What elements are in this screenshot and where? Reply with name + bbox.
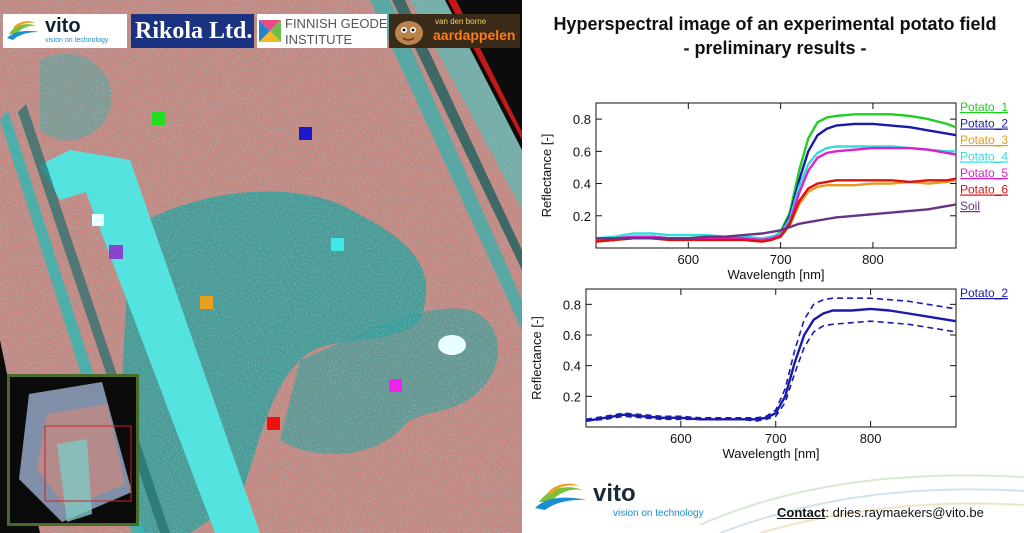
x-tick-label: 700 (765, 431, 787, 446)
sample-marker-potato-2 (299, 127, 312, 140)
contact-email[interactable]: : dries.raymaekers@vito.be (825, 505, 984, 520)
decorative-swoosh (700, 474, 1024, 533)
x-tick-label: 700 (770, 252, 792, 267)
title-line-1: Hyperspectral image of an experimental p… (553, 14, 997, 34)
legend-entry: Potato_2 (960, 286, 1008, 300)
sample-marker-potato-5 (389, 379, 402, 392)
sample-marker-potato-6 (267, 417, 280, 430)
vito-tagline-footer: vision on technology (613, 508, 704, 519)
contact-label: Contact (777, 505, 826, 520)
contact-line: Contact: dries.raymaekers@vito.be (777, 505, 984, 520)
legend-entry: Potato_4 (960, 150, 1008, 164)
legend-entry: Potato_5 (960, 166, 1008, 180)
x-tick-label: 600 (677, 252, 699, 267)
legend-entry: Potato_3 (960, 133, 1008, 147)
plot-frame (595, 102, 957, 249)
y-axis-label: Reflectance [-] (539, 134, 554, 218)
x-axis-label: Wavelength [nm] (727, 267, 824, 282)
y-tick-label: 0.8 (563, 297, 581, 312)
legend-entry: Potato_1 (960, 100, 1008, 114)
series-line-potato_2 (585, 307, 957, 423)
sample-marker-soil (109, 245, 123, 259)
legend-entry: Potato_6 (960, 183, 1008, 197)
series-line-bound (585, 320, 957, 422)
sample-marker-potato-3 (200, 296, 213, 309)
sample-marker-potato-4 (331, 238, 344, 251)
y-tick-label: 0.2 (563, 389, 581, 404)
x-tick-label: 600 (670, 431, 692, 446)
series-line-potato_6 (595, 177, 957, 243)
y-tick-label: 0.4 (573, 177, 591, 192)
title-line-2: - preliminary results - (683, 38, 867, 58)
vito-tagline: vision on technology (45, 37, 109, 44)
x-axis-label: Wavelength [nm] (722, 446, 819, 461)
series-line-bound (585, 297, 957, 421)
overview-inset (7, 374, 139, 526)
plot-frame (585, 288, 957, 428)
y-tick-label: 0.2 (573, 209, 591, 224)
y-tick-label: 0.8 (573, 112, 591, 127)
vito-wordmark-footer: vito (593, 480, 636, 507)
vito-logo-small: vito vision on technology (3, 14, 127, 48)
rikola-logo: Rikola Ltd. (131, 14, 254, 48)
vito-logo-icon (535, 483, 587, 510)
series-line-soil (596, 203, 957, 240)
aardappelen-logo: van den borne aardappelen (389, 14, 520, 48)
legend-entry: Potato_2 (960, 117, 1008, 131)
x-tick-label: 800 (862, 252, 884, 267)
chart-reflectance-all: 600 700 800 0.2 0.4 0.6 0.8 Wavelength [nm] Refl… (539, 100, 1008, 282)
y-tick-label: 0.4 (563, 359, 581, 374)
sample-marker-potato-1 (152, 112, 165, 125)
chart-reflectance-potato2: 600 700 800 0.2 0.4 0.6 0.8 Wavelength [nm] Refl… (530, 286, 1008, 461)
hyperspectral-image (0, 0, 522, 533)
legend-entry: Soil (960, 199, 980, 213)
vito-wordmark: vito (45, 15, 81, 37)
x-tick-label: 800 (860, 431, 882, 446)
y-axis-label: Reflectance [-] (530, 316, 544, 400)
y-tick-label: 0.6 (573, 144, 591, 159)
y-tick-label: 0.6 (563, 328, 581, 343)
fgi-logo: FINNISH GEODETIC INSTITUTE (257, 14, 387, 48)
